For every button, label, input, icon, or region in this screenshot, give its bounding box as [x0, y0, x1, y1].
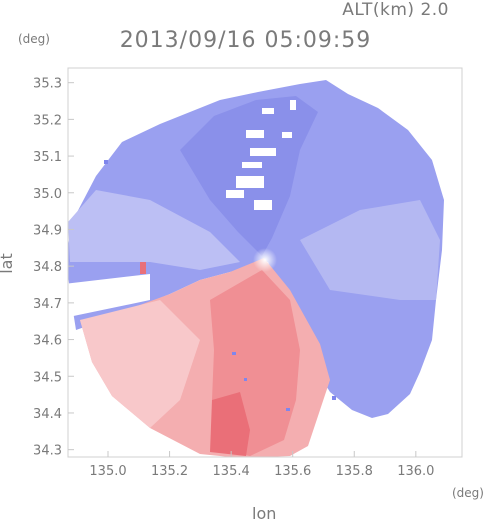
x-tick-label: 135.8 [336, 464, 373, 479]
x-tick-label: 135.4 [213, 464, 250, 479]
echo-holes [226, 100, 296, 210]
y-axis-ticks: 35.3 35.2 35.1 35.0 34.9 34.8 34.7 34.6 34.5 34.4… [33, 77, 74, 459]
y-tick-label: 34.4 [33, 407, 62, 422]
approaching-east-sector [300, 200, 440, 300]
y-tick-label: 35.3 [33, 77, 62, 92]
x-axis-ticks: 135.0 135.2 135.4 135.6 135.8 136.0 [89, 451, 434, 479]
y-tick-label: 34.8 [33, 260, 62, 275]
plot-frame [67, 67, 463, 458]
y-tick-label: 35.2 [33, 113, 62, 128]
x-unit-label: (deg) [452, 486, 484, 500]
receding-streak [140, 262, 146, 274]
y-unit-label: (deg) [18, 32, 50, 46]
timestamp-title: 2013/09/16 05:09:59 [119, 28, 372, 53]
y-tick-label: 35.1 [33, 150, 62, 165]
x-tick-label: 136.0 [397, 464, 434, 479]
radar-origin-glow [253, 248, 277, 272]
y-tick-label: 34.7 [33, 297, 62, 312]
y-tick-label: 34.6 [33, 334, 62, 349]
x-tick-label: 135.6 [274, 464, 311, 479]
y-tick-label: 34.3 [33, 444, 62, 459]
radar-echo-area [68, 80, 444, 457]
x-tick-label: 135.2 [151, 464, 188, 479]
altitude-label: ALT(km) 2.0 [342, 0, 449, 20]
x-axis-label: lon [252, 504, 277, 523]
x-tick-label: 135.0 [89, 464, 126, 479]
approaching-west-fringe [68, 190, 240, 270]
data-gap-west [68, 274, 150, 318]
y-tick-label: 34.9 [33, 223, 62, 238]
receding-pale-fringe [80, 300, 200, 428]
approaching-specks [104, 160, 336, 411]
receding-strong-cells [210, 392, 250, 456]
y-tick-label: 35.0 [33, 187, 62, 202]
y-tick-label: 34.5 [33, 370, 62, 385]
